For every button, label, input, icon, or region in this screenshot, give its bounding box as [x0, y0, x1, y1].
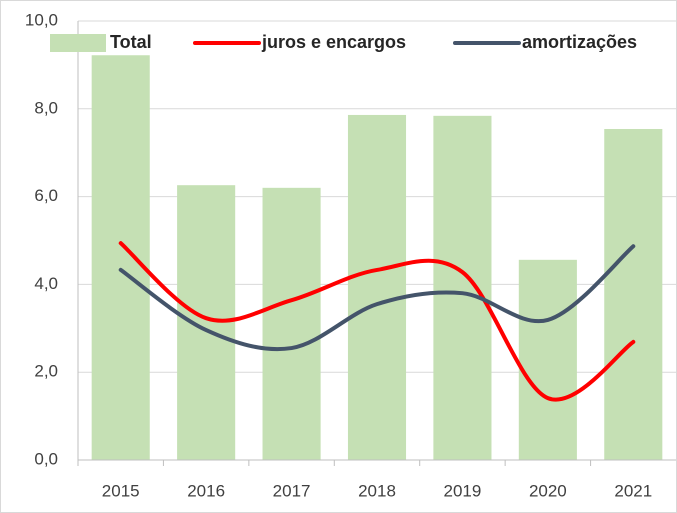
bar [433, 115, 492, 460]
x-tick-label: 2015 [102, 481, 140, 500]
bar [91, 55, 150, 460]
line [118, 244, 636, 352]
y-tick-label: 8,0 [34, 98, 58, 117]
legend-swatch [50, 34, 106, 52]
legend-label: juros e encargos [261, 32, 406, 52]
bar [604, 128, 663, 460]
x-tick-label: 2018 [358, 481, 396, 500]
y-tick-label: 0,0 [34, 449, 58, 468]
bar [262, 187, 321, 460]
line [118, 241, 636, 402]
bar [347, 114, 407, 461]
x-tick-label: 2017 [273, 481, 311, 500]
x-tick-label: 2021 [614, 481, 652, 500]
y-tick-label: 6,0 [34, 186, 58, 205]
legend-label: amortizações [522, 32, 637, 52]
y-tick-label: 2,0 [34, 362, 58, 381]
y-tick-label: 10,0 [25, 10, 58, 29]
bar [518, 259, 577, 460]
legend-label: Total [110, 32, 152, 52]
x-tick-label: 2020 [529, 481, 567, 500]
x-tick-label: 2016 [187, 481, 225, 500]
x-tick-label: 2019 [444, 481, 482, 500]
y-tick-label: 4,0 [34, 274, 58, 293]
